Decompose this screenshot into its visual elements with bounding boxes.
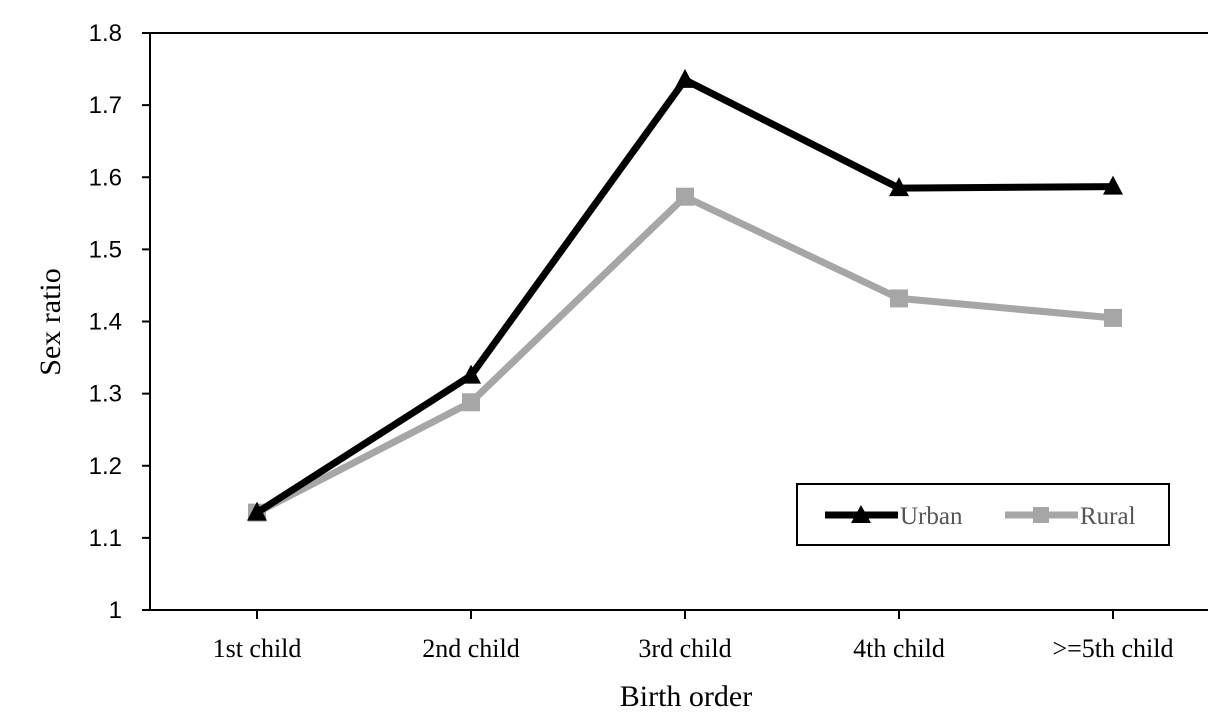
data-point-urban <box>889 177 909 197</box>
data-point-urban <box>247 501 267 521</box>
y-tick-label: 1.6 <box>89 164 122 191</box>
y-tick-label: 1.5 <box>89 236 122 263</box>
x-axis-title: Birth order <box>620 680 752 713</box>
x-tick-label: >=5th child <box>1052 634 1173 663</box>
y-tick-label: 1.8 <box>89 20 122 47</box>
y-tick-label: 1.3 <box>89 381 122 408</box>
series-line-rural <box>253 193 1117 517</box>
series-layer <box>247 68 1123 522</box>
legend: Urban Rural <box>796 483 1170 546</box>
legend-urban-marker <box>851 505 871 523</box>
x-tick-label: 4th child <box>853 634 945 663</box>
y-tick-label: 1 <box>109 597 122 624</box>
data-point-rural <box>676 187 694 206</box>
x-tick-label: 2nd child <box>422 634 520 663</box>
x-tick-label: 1st child <box>213 634 302 663</box>
y-tick-label: 1.1 <box>89 525 122 552</box>
data-point-rural <box>890 289 908 308</box>
legend-rural-label: Rural <box>1080 503 1136 530</box>
y-tick-label: 1.4 <box>89 309 122 336</box>
data-point-rural <box>1104 308 1122 327</box>
data-point-urban <box>675 68 695 88</box>
data-point-urban <box>461 364 481 384</box>
legend-urban-label: Urban <box>900 503 963 530</box>
y-tick-label: 1.2 <box>89 453 122 480</box>
legend-rural-marker <box>1033 507 1049 523</box>
x-ticks: 1st child 2nd child 3rd child 4th child >=5t… <box>213 610 1174 663</box>
x-tick-label: 3rd child <box>638 634 731 663</box>
y-ticks: 1 1.1 1.2 1.3 1.4 1.5 1.6 1.7 1.8 <box>89 20 150 624</box>
y-tick-label: 1.7 <box>89 92 122 119</box>
data-point-rural <box>462 393 480 412</box>
data-point-urban <box>1103 175 1123 195</box>
y-axis-title: Sex ratio <box>34 268 67 375</box>
